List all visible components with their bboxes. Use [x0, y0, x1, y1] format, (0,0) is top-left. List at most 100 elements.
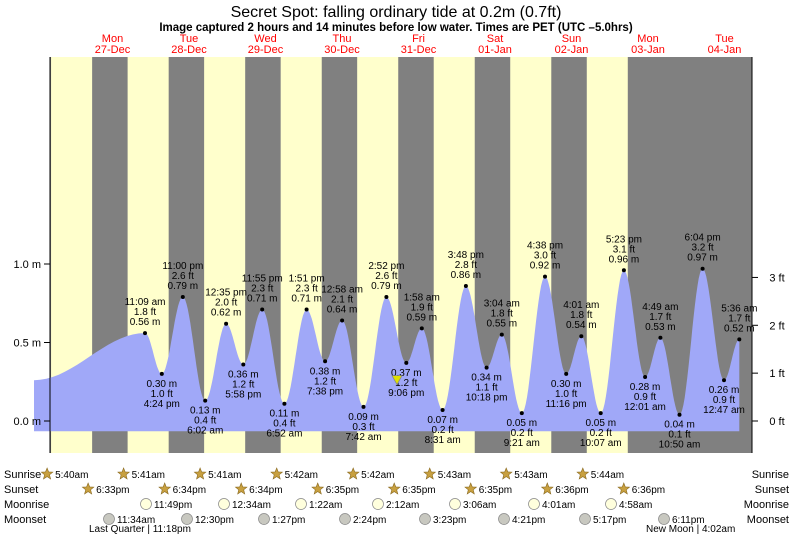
tide-point	[621, 268, 626, 273]
row-time: 6:35pm	[479, 485, 512, 496]
moon-icon	[258, 513, 270, 525]
tide-point	[404, 360, 409, 365]
tide-feet: 0.9 ft	[634, 392, 656, 403]
tide-metres: 0.07 m	[427, 415, 458, 426]
tide-point	[564, 371, 569, 376]
tide-feet: 0.3 ft	[352, 422, 374, 433]
tide-point	[384, 295, 389, 299]
sun-icon	[40, 467, 54, 480]
tide-time: 12:01 am	[624, 402, 666, 413]
row-label-left: Sunset	[4, 484, 38, 496]
row-time: 2:12am	[386, 500, 419, 511]
row-time: 11:49pm	[154, 500, 192, 511]
day-headers: Mon27-DecTue28-DecWed29-DecThu30-DecFri3…	[95, 33, 742, 56]
row-time: 3:23pm	[433, 515, 466, 526]
row-time: 4:01am	[542, 500, 575, 511]
y-tick-label-ft: 1 ft	[769, 368, 784, 380]
tide-feet: 1.8 ft	[491, 309, 513, 320]
tide-time: 11:16 pm	[546, 399, 587, 410]
row-time: 6:34pm	[173, 485, 206, 496]
moon-phase-left: Last Quarter | 11:18pm	[89, 524, 191, 535]
tide-feet: 1.0 ft	[555, 389, 577, 400]
tide-time: 9:21 am	[504, 438, 540, 449]
day-date: 03-Jan	[631, 44, 665, 56]
moon-icon	[181, 513, 193, 525]
tide-feet: 1.7 ft	[728, 313, 750, 324]
tide-metres: 0.86 m	[451, 270, 482, 281]
day-name: Sun	[562, 33, 582, 45]
tide-metres: 0.04 m	[664, 420, 695, 431]
tide-feet: 2.1 ft	[331, 295, 353, 306]
tide-time: 12:35 pm	[205, 288, 247, 299]
tide-point	[361, 404, 366, 409]
tide-time: 10:50 am	[659, 440, 701, 451]
tide-time: 5:23 pm	[606, 234, 642, 245]
tide-point	[143, 331, 147, 336]
tide-point	[643, 375, 648, 379]
tide-feet: 1.2 ft	[314, 376, 336, 387]
row-time: 5:40am	[55, 470, 88, 481]
row-time: 5:41am	[208, 470, 241, 481]
day-date: 27-Dec	[95, 44, 131, 56]
row-label-right: Sunset	[755, 484, 789, 496]
day-name: Sat	[487, 33, 504, 45]
row-time: 6:36pm	[632, 485, 665, 496]
day-name: Tue	[180, 33, 199, 45]
tide-time: 3:48 pm	[448, 250, 484, 261]
row-label-right: Sunrise	[752, 469, 789, 481]
tide-feet: 2.6 ft	[172, 271, 194, 282]
tide-feet: 0.2 ft	[590, 428, 612, 439]
day-name: Wed	[254, 33, 276, 45]
tide-time: 5:36 am	[721, 303, 757, 314]
tide-feet: 0.4 ft	[194, 416, 216, 427]
tide-point	[463, 284, 468, 288]
tide-time: 4:38 pm	[527, 241, 563, 252]
moon-icon	[103, 513, 115, 525]
tide-time: 8:31 am	[425, 435, 461, 446]
row-time: 5:43am	[514, 470, 547, 481]
moon-icon	[372, 498, 384, 510]
tide-point	[203, 398, 208, 403]
sun-icon	[423, 467, 437, 480]
tide-point	[440, 408, 445, 412]
tide-point	[700, 266, 705, 271]
sun-moon-rows: Sunrise Sunrise Sunset Sunset Moonrise Moonri…	[4, 467, 789, 535]
row-time: 5:42am	[285, 470, 318, 481]
tide-feet: 1.0 ft	[151, 389, 173, 400]
tide-point	[323, 359, 328, 364]
tide-metres: 0.54 m	[566, 320, 597, 331]
day-date: 04-Jan	[708, 44, 742, 56]
tide-metres: 0.79 m	[371, 281, 402, 292]
sun-icon	[576, 467, 590, 480]
tide-time: 5:58 pm	[225, 389, 261, 400]
sun-icon	[234, 482, 248, 495]
day-date: 28-Dec	[171, 44, 207, 56]
tide-metres: 0.55 m	[486, 319, 517, 330]
tide-feet: 1.7 ft	[649, 312, 671, 323]
tide-feet: 3.1 ft	[613, 244, 635, 255]
tide-feet: 1.1 ft	[475, 383, 497, 394]
tide-time: 4:24 pm	[144, 399, 180, 410]
sun-icon	[464, 482, 478, 495]
tide-metres: 0.37 m	[391, 368, 422, 379]
tide-feet: 0.9 ft	[713, 395, 735, 406]
row-label-right: Moonset	[747, 514, 789, 526]
tide-time: 4:01 am	[563, 300, 599, 311]
tide-time: 12:47 am	[703, 405, 745, 416]
tide-feet: 1.8 ft	[134, 307, 156, 318]
y-tick-label-m: 0.5 m	[13, 338, 41, 350]
tide-feet: 0.1 ft	[668, 430, 690, 441]
tide-feet: 1.8 ft	[570, 310, 592, 321]
sun-icon	[387, 482, 401, 495]
tide-point	[737, 337, 742, 342]
row-time: 5:17pm	[593, 515, 626, 526]
tide-time: 3:04 am	[484, 299, 520, 310]
tide-point	[260, 307, 265, 312]
row-time: 5:43am	[438, 470, 471, 481]
sun-icon	[346, 467, 360, 480]
tide-time: 2:52 pm	[368, 261, 404, 272]
sun-icon	[117, 467, 131, 480]
tide-metres: 0.59 m	[406, 312, 437, 323]
tide-point	[484, 365, 489, 370]
tide-feet: 1.2 ft	[232, 379, 254, 390]
